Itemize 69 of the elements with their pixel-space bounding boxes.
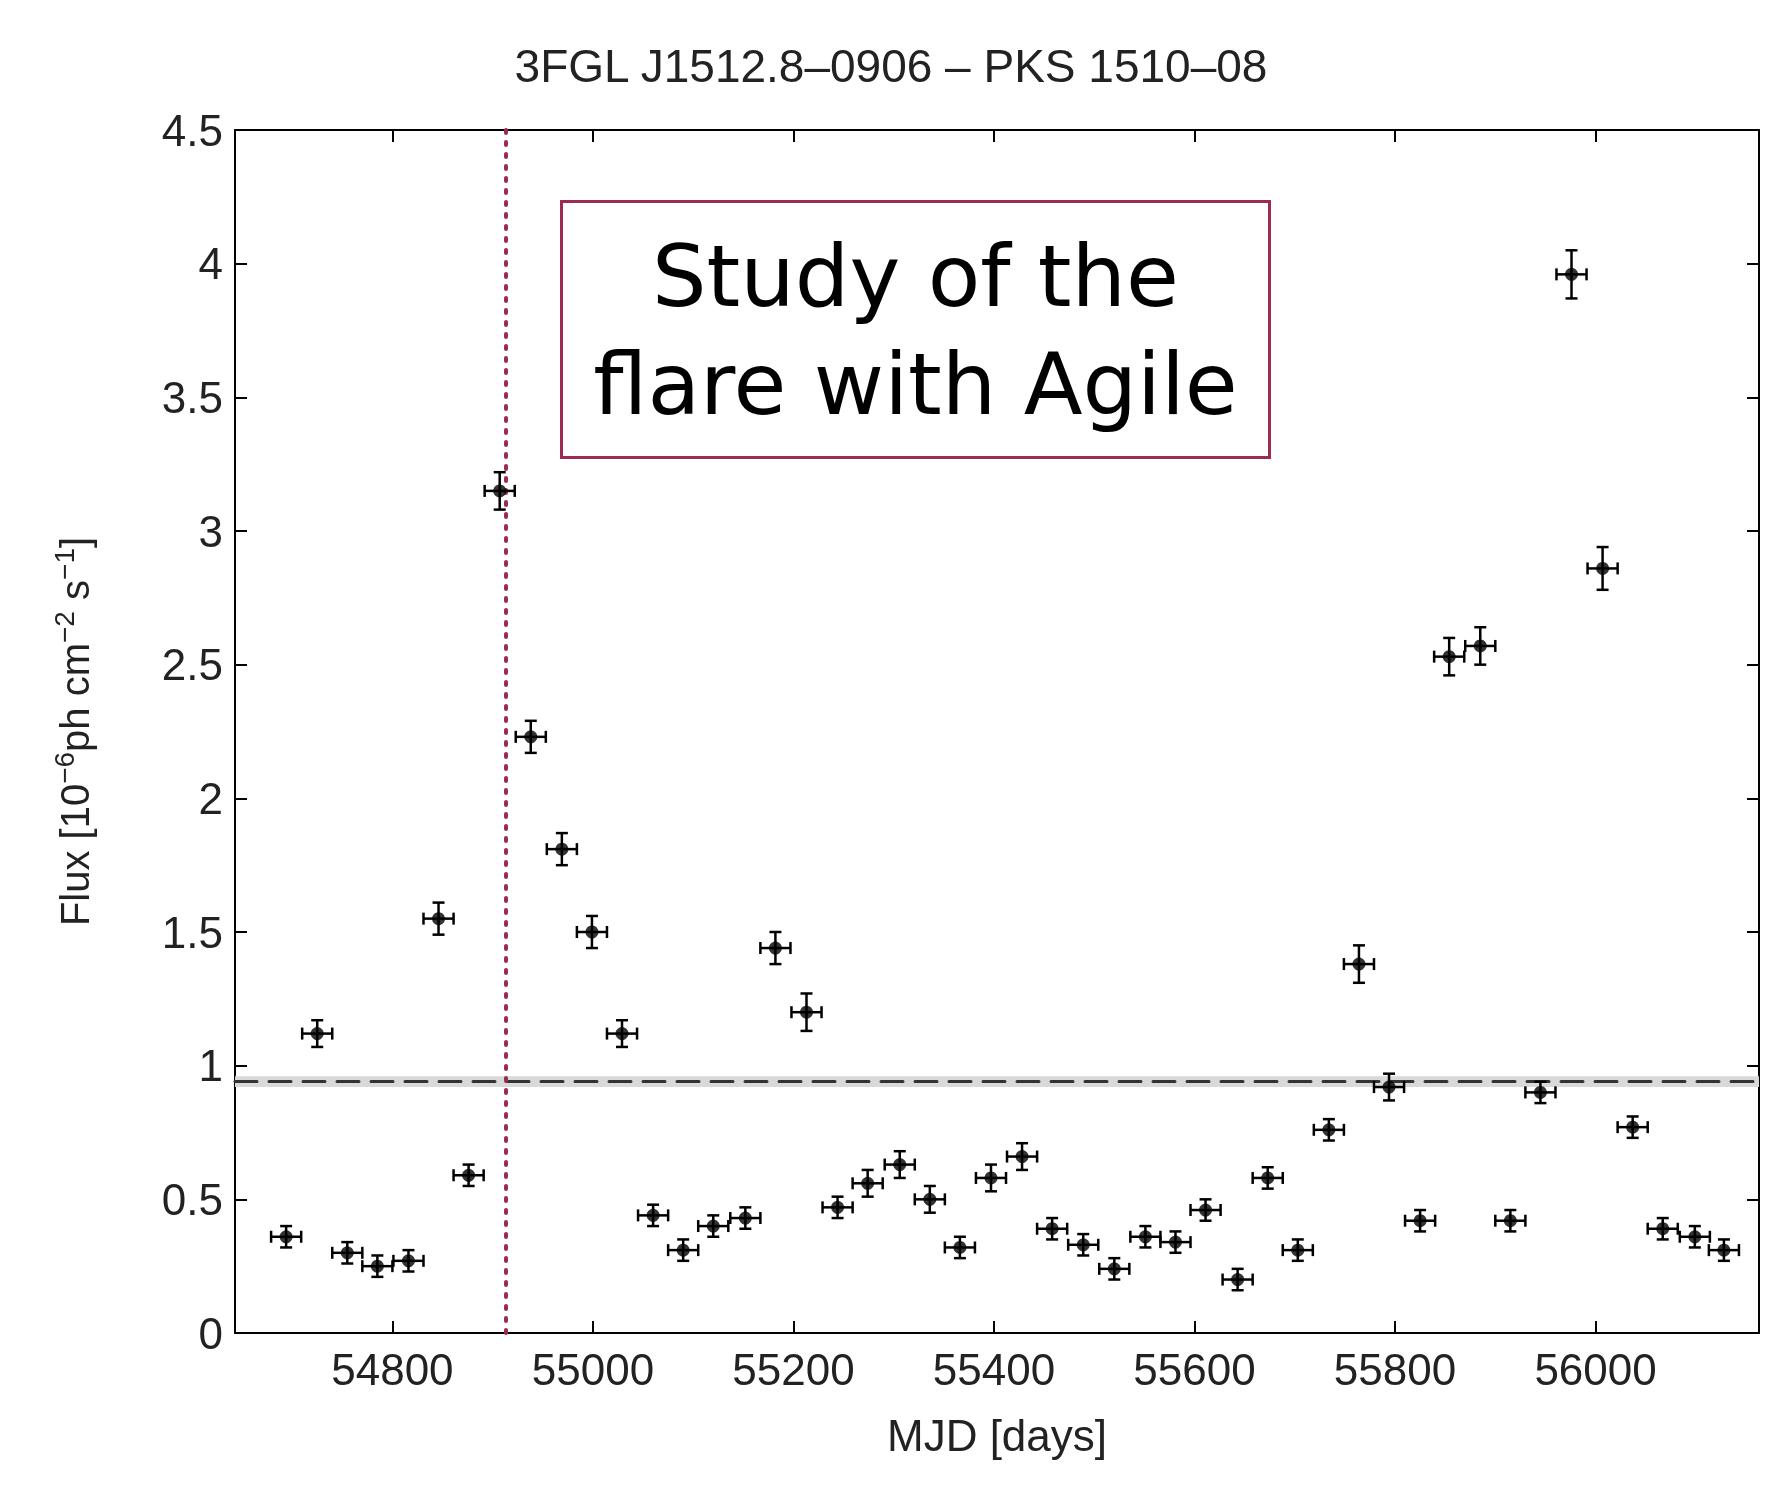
point — [1565, 267, 1579, 281]
chart-title: 3FGL J1512.8–0906 – PKS 1510–08 — [514, 40, 1268, 92]
x-axis-title: MJD [days] — [886, 1410, 1108, 1460]
y-tick-label: 3.5 — [161, 372, 223, 422]
point — [1656, 1222, 1670, 1236]
point — [585, 925, 599, 939]
point — [646, 1208, 660, 1222]
y-tick-label: 2 — [198, 773, 223, 823]
point — [1503, 1214, 1517, 1228]
point — [1413, 1214, 1427, 1228]
point — [768, 941, 782, 955]
x-tick-label: 55200 — [732, 1344, 855, 1394]
point — [1107, 1262, 1121, 1276]
point — [1688, 1230, 1702, 1244]
point — [893, 1158, 907, 1172]
x-tick-label: 56000 — [1534, 1344, 1657, 1394]
point — [1138, 1230, 1152, 1244]
point — [1168, 1235, 1182, 1249]
point — [340, 1246, 354, 1260]
point — [1199, 1203, 1213, 1217]
point — [1382, 1080, 1396, 1094]
point — [432, 912, 446, 926]
x-tick-label: 55800 — [1333, 1344, 1457, 1394]
y-axis-title: Flux [10−6ph cm−2 s−1] — [48, 536, 97, 927]
point — [923, 1192, 937, 1206]
y-tick-label: 1.5 — [161, 907, 223, 957]
x-tick-label: 55000 — [531, 1344, 655, 1394]
point — [831, 1200, 845, 1214]
point — [1533, 1085, 1547, 1099]
point — [462, 1168, 476, 1182]
point — [555, 842, 569, 856]
point — [1291, 1243, 1305, 1257]
y-tick-label: 2.5 — [161, 640, 223, 690]
y-tick-label: 3 — [198, 506, 223, 556]
x-tick-label: 54800 — [331, 1344, 454, 1394]
point — [1045, 1222, 1059, 1236]
point — [615, 1027, 629, 1041]
point — [676, 1243, 690, 1257]
point — [953, 1240, 967, 1254]
point — [1626, 1120, 1640, 1134]
y-tick-label: 0.5 — [161, 1174, 223, 1224]
y-tick-label: 4.5 — [161, 105, 223, 155]
y-tick-label: 4 — [198, 239, 223, 289]
point — [1352, 957, 1366, 971]
point — [493, 484, 507, 498]
point — [401, 1254, 415, 1268]
point — [279, 1230, 293, 1244]
point — [738, 1211, 752, 1225]
x-tick-label: 55600 — [1133, 1344, 1256, 1394]
point — [524, 730, 538, 744]
point — [1717, 1243, 1731, 1257]
point — [1322, 1123, 1336, 1137]
point — [706, 1219, 720, 1233]
point — [1473, 639, 1487, 653]
point — [1442, 650, 1456, 664]
point — [1231, 1273, 1245, 1287]
point — [1076, 1238, 1090, 1252]
point — [861, 1176, 875, 1190]
x-tick-label: 55400 — [932, 1344, 1056, 1394]
point — [1015, 1150, 1029, 1164]
point — [1596, 561, 1610, 575]
y-tick-label: 0 — [198, 1308, 223, 1358]
point — [1261, 1171, 1275, 1185]
point — [370, 1259, 384, 1273]
point — [984, 1171, 998, 1185]
point — [310, 1027, 324, 1041]
y-tick-label: 1 — [198, 1041, 223, 1091]
point — [800, 1005, 813, 1019]
annotation: Study of the flare with Agile — [593, 225, 1238, 434]
